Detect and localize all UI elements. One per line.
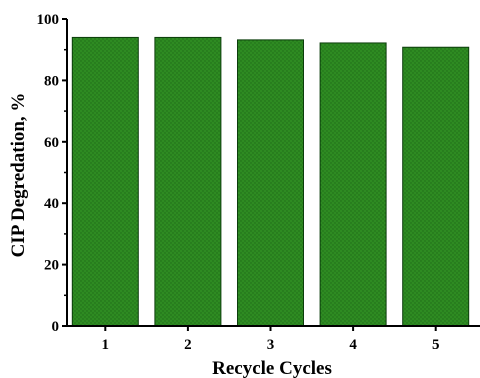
x-tick-label: 4 [349, 337, 357, 353]
y-ticks-group: 0 20 40 60 80 100 [37, 12, 67, 335]
bar-4 [319, 42, 387, 327]
x-ticks-group: 1 2 3 4 5 [102, 326, 440, 353]
y-tick-label: 20 [44, 258, 59, 274]
bar-1 [71, 36, 139, 327]
y-tick-label: 80 [44, 73, 59, 89]
y-tick-label: 0 [52, 319, 60, 335]
bar-2 [154, 36, 222, 327]
y-tick-label: 60 [44, 135, 59, 151]
bar-3 [237, 39, 304, 327]
bars-group [71, 36, 470, 327]
bar-5 [402, 46, 470, 327]
y-tick-label: 100 [37, 12, 60, 28]
x-tick-label: 2 [184, 337, 192, 353]
x-tick-label: 1 [102, 337, 110, 353]
y-axis-title: CIP Degredation, % [8, 93, 29, 258]
x-axis-title: Recycle Cycles [212, 358, 332, 378]
x-tick-label: 3 [267, 337, 275, 353]
y-tick-label: 40 [44, 196, 59, 212]
x-tick-label: 5 [432, 337, 440, 353]
